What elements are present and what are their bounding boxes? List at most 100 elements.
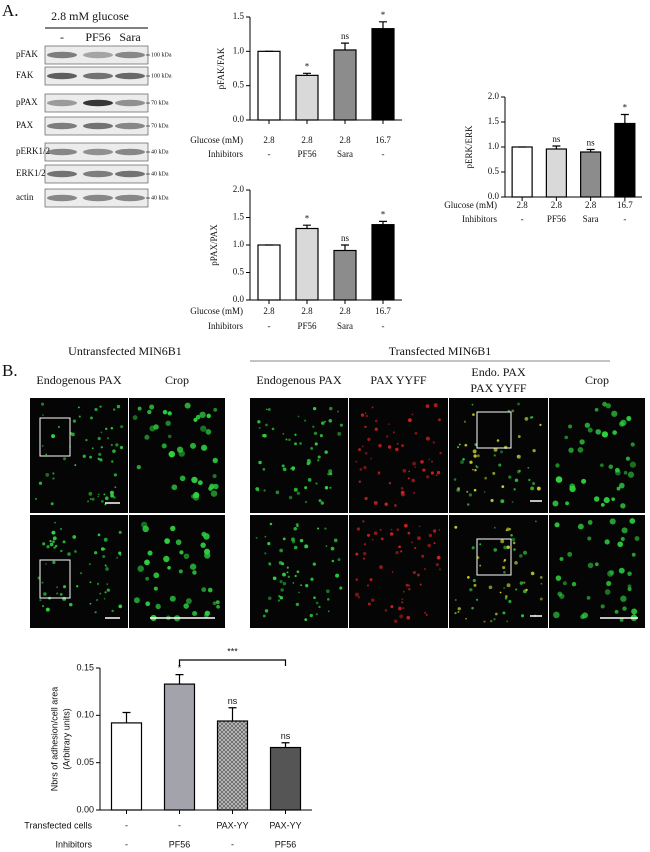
column-title: Endogenous PAX xyxy=(256,373,342,387)
error-bar xyxy=(552,145,561,149)
signal-dot xyxy=(144,434,150,440)
signal-dot xyxy=(508,475,512,479)
signal-dot xyxy=(321,421,325,425)
signal-dot xyxy=(297,415,300,418)
signal-dot xyxy=(97,436,101,441)
signal-dot xyxy=(408,584,410,587)
x-tick-label: - xyxy=(268,321,271,331)
y-tick-label: 0.00 xyxy=(76,804,94,814)
signal-dot xyxy=(433,403,438,408)
signal-dot xyxy=(100,431,103,434)
signal-dot xyxy=(294,433,297,436)
signal-dot xyxy=(104,496,109,501)
signal-dot xyxy=(358,448,362,452)
signal-dot xyxy=(435,474,438,477)
micrograph xyxy=(129,515,225,628)
signal-dot xyxy=(337,558,341,562)
signal-dot xyxy=(291,466,296,471)
signal-dot xyxy=(90,416,93,420)
signal-dot xyxy=(466,490,469,493)
signal-dot xyxy=(498,463,502,467)
column-title: Endogenous PAX xyxy=(36,373,122,387)
signal-dot xyxy=(42,414,44,417)
significance-label: ns xyxy=(587,138,596,148)
signal-dot xyxy=(616,486,621,491)
signal-dot xyxy=(59,592,63,596)
signal-dot xyxy=(133,597,140,604)
signal-dot xyxy=(488,585,493,590)
signal-dot xyxy=(98,452,102,457)
signal-dot xyxy=(620,595,627,602)
signal-dot xyxy=(472,468,474,471)
signal-dot xyxy=(89,602,92,605)
signal-dot xyxy=(460,460,464,465)
signal-dot xyxy=(416,536,421,541)
signal-dot xyxy=(114,486,117,489)
error-bar xyxy=(379,220,387,225)
significance-label: ns xyxy=(341,31,350,41)
signal-dot xyxy=(493,548,498,552)
error-bar xyxy=(122,711,131,723)
signal-dot xyxy=(527,466,530,469)
signal-dot xyxy=(493,447,498,452)
signal-dot xyxy=(136,465,141,470)
signal-dot xyxy=(423,611,427,614)
signal-dot xyxy=(407,531,411,535)
x-tick-label: PF56 xyxy=(547,214,567,224)
crop-box xyxy=(476,538,512,576)
signal-dot xyxy=(394,619,398,623)
signal-dot xyxy=(89,455,92,459)
signal-dot xyxy=(473,454,477,458)
signal-dot xyxy=(514,561,518,565)
signal-dot xyxy=(294,574,297,578)
signal-dot xyxy=(300,584,303,587)
y-tick-label: 1.0 xyxy=(233,239,245,249)
signal-dot xyxy=(175,539,182,546)
signal-dot xyxy=(436,555,441,560)
x-tick-label: 2.8 xyxy=(301,135,313,145)
bar xyxy=(295,74,319,121)
signal-dot xyxy=(432,441,436,444)
signal-dot xyxy=(363,543,367,546)
signal-dot xyxy=(137,406,142,411)
signal-dot xyxy=(379,565,383,570)
signal-dot xyxy=(503,587,506,590)
signal-dot xyxy=(281,464,285,468)
signal-dot xyxy=(104,427,108,431)
signal-dot xyxy=(293,527,298,531)
signal-dot xyxy=(504,445,508,449)
signal-dot xyxy=(464,443,468,447)
bar xyxy=(257,50,281,121)
significance-label: * xyxy=(305,213,310,223)
signal-dot xyxy=(192,610,198,617)
signal-dot xyxy=(508,527,512,531)
signal-dot xyxy=(416,573,420,577)
signal-dot xyxy=(625,456,630,461)
signal-dot xyxy=(631,552,636,557)
signal-dot xyxy=(324,486,329,490)
signal-dot xyxy=(46,545,50,549)
blot-band xyxy=(47,99,77,107)
blot-band xyxy=(47,72,77,80)
y-tick-label: 0.0 xyxy=(233,294,245,304)
significance-label: * xyxy=(381,209,386,219)
signal-dot xyxy=(402,468,407,473)
signal-dot xyxy=(627,571,632,577)
blot-band xyxy=(83,99,113,107)
signal-dot xyxy=(257,420,261,424)
signal-dot xyxy=(619,618,624,622)
lane-label: Sara xyxy=(119,30,141,44)
signal-dot xyxy=(269,522,273,526)
signal-dot xyxy=(267,541,271,546)
signal-dot xyxy=(474,469,477,472)
row-label: Inhibitors xyxy=(55,839,92,849)
y-tick-label: 2.0 xyxy=(233,184,245,194)
signal-dot xyxy=(600,463,604,468)
x-tick-label: PAX-YY xyxy=(269,820,301,830)
signal-dot xyxy=(577,447,584,453)
signal-dot xyxy=(559,556,564,561)
signal-dot xyxy=(197,480,203,486)
signal-dot xyxy=(593,496,600,502)
signal-dot xyxy=(539,597,543,601)
signal-dot xyxy=(436,470,441,475)
